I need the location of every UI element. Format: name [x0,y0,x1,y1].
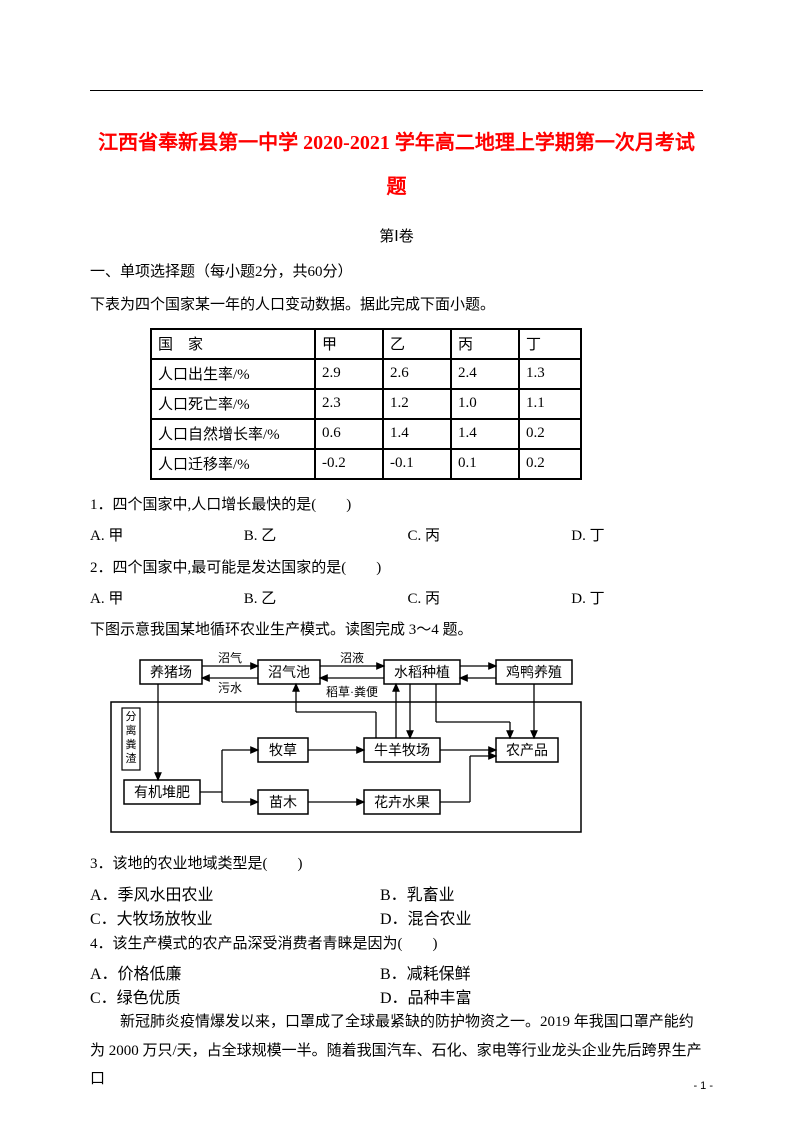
svg-text:沼气: 沼气 [218,652,242,665]
svg-text:污水: 污水 [218,681,242,695]
q4-opt-d: D．品种丰富 [380,984,580,1008]
population-table: 国 家 甲 乙 丙 丁 人口出生率/% 2.9 2.6 2.4 1.3 人口死亡… [150,328,582,480]
th-country: 国 家 [151,329,315,359]
node-cattle: 牛羊牧场 [374,743,430,759]
q3-options: A．季风水田农业B．乳畜业 C．大牧场放牧业D．混合农业 [90,881,703,929]
node-biogas: 沼气池 [268,665,310,681]
th-c: 丙 [451,329,519,359]
q4-opt-a: A．价格低廉 [90,960,380,984]
title-line1: 江西省奉新县第一中学 2020-2021 学年高二地理上学期第一次月考试 [98,132,695,154]
node-rice: 水稻种植 [394,665,450,681]
question-3: 3．该地的农业地域类型是( ) [90,849,703,881]
node-seedling: 苗木 [269,795,297,811]
page-number: - 1 - [693,1080,713,1092]
intro-2: 下图示意我国某地循环农业生产模式。读图完成 3～4 题。 [90,616,703,645]
svg-text:离: 离 [126,723,137,737]
q4-opt-c: C．绿色优质 [90,984,380,1008]
node-pig: 养猪场 [150,665,192,681]
q3-opt-c: C．大牧场放牧业 [90,905,380,929]
svg-text:渣: 渣 [126,751,137,765]
svg-text:稻草·粪便: 稻草·粪便 [326,685,378,699]
volume-label: 第Ⅰ卷 [90,225,703,246]
q1-opt-b: B. 乙 [244,521,404,553]
q4-options: A．价格低廉B．减耗保鲜 C．绿色优质D．品种丰富 [90,960,703,1008]
q4-opt-b: B．减耗保鲜 [380,960,580,984]
agriculture-flowchart: 养猪场 沼气池 水稻种植 鸡鸭养殖 牧草 牛羊牧场 农产品 有机堆肥 苗木 花卉… [110,652,703,841]
table-row: 人口自然增长率/% 0.6 1.4 1.4 0.2 [151,419,581,449]
q2-options: A. 甲 B. 乙 C. 丙 D. 丁 [90,584,703,616]
node-grass: 牧草 [269,743,297,759]
title-line2: 题 [387,176,407,198]
table-row: 人口出生率/% 2.9 2.6 2.4 1.3 [151,359,581,389]
th-d: 丁 [519,329,581,359]
node-product: 农产品 [506,743,548,759]
q2-opt-a: A. 甲 [90,584,240,616]
q3-opt-d: D．混合农业 [380,905,580,929]
q1-opt-d: D. 丁 [571,521,691,553]
top-rule [90,90,703,91]
passage-text: 新冠肺炎疫情爆发以来，口罩成了全球最紧缺的防护物资之一。2019 年我国口罩产能… [90,1008,703,1094]
node-flower: 花卉水果 [374,795,430,811]
question-2: 2．四个国家中,最可能是发达国家的是( ) [90,553,703,585]
flowchart-svg: 养猪场 沼气池 水稻种植 鸡鸭养殖 牧草 牛羊牧场 农产品 有机堆肥 苗木 花卉… [110,652,590,836]
page-title: 江西省奉新县第一中学 2020-2021 学年高二地理上学期第一次月考试 题 [90,121,703,209]
th-a: 甲 [315,329,383,359]
q2-opt-c: C. 丙 [408,584,568,616]
table-row: 国 家 甲 乙 丙 丁 [151,329,581,359]
node-compost: 有机堆肥 [134,785,190,801]
intro-1: 下表为四个国家某一年的人口变动数据。据此完成下面小题。 [90,291,703,320]
node-duck: 鸡鸭养殖 [506,664,562,681]
exam-page: 江西省奉新县第一中学 2020-2021 学年高二地理上学期第一次月考试 题 第… [0,0,793,1122]
svg-text:粪: 粪 [126,737,137,751]
q1-options: A. 甲 B. 乙 C. 丙 D. 丁 [90,521,703,553]
q3-opt-b: B．乳畜业 [380,881,580,905]
svg-text:沼液: 沼液 [340,652,364,665]
q2-opt-b: B. 乙 [244,584,404,616]
th-b: 乙 [383,329,451,359]
table-row: 人口死亡率/% 2.3 1.2 1.0 1.1 [151,389,581,419]
svg-text:分: 分 [126,710,137,723]
q1-opt-a: A. 甲 [90,521,240,553]
q3-opt-a: A．季风水田农业 [90,881,380,905]
q2-opt-d: D. 丁 [571,584,691,616]
table-row: 人口迁移率/% -0.2 -0.1 0.1 0.2 [151,449,581,479]
q1-opt-c: C. 丙 [408,521,568,553]
question-1: 1．四个国家中,人口增长最快的是( ) [90,490,703,522]
question-4: 4．该生产模式的农产品深受消费者青睐是因为( ) [90,929,703,961]
section-heading: 一、单项选择题（每小题2分，共60分） [90,260,703,281]
